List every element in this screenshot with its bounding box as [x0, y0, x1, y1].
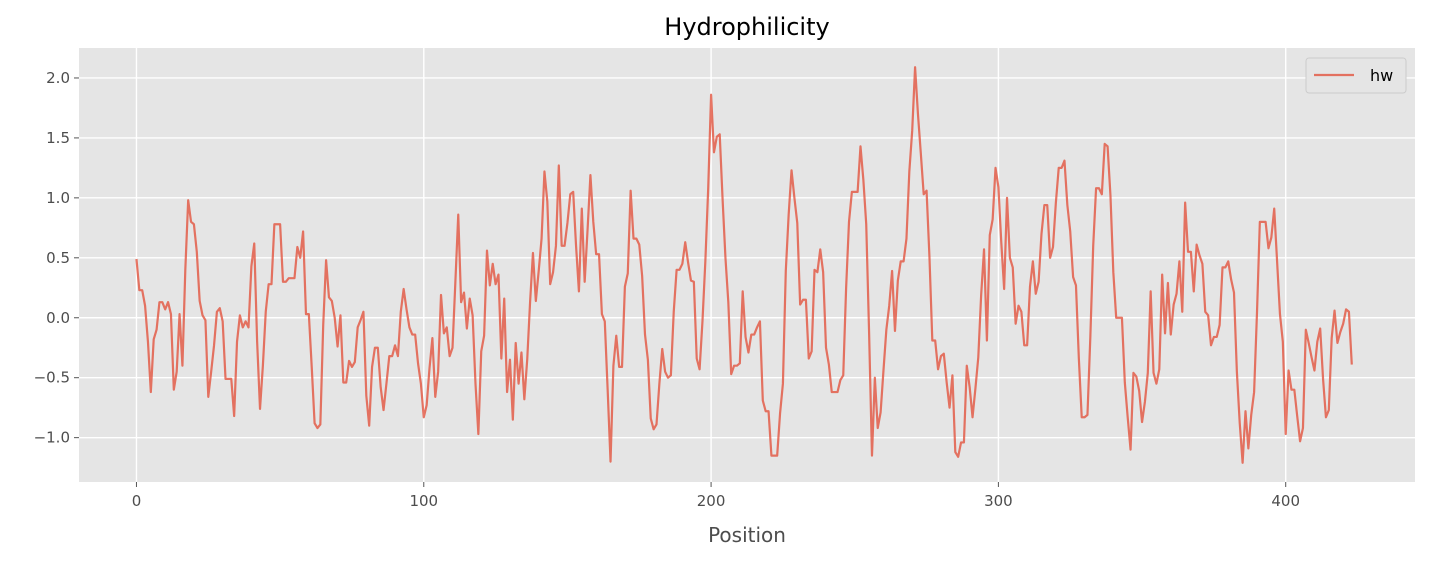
chart-title: Hydrophilicity	[664, 13, 829, 41]
y-axis-ticks: −1.0 −0.5 0.0 0.5 1.0 1.5 2.0	[34, 69, 79, 447]
x-tick-label: 200	[697, 492, 726, 510]
y-tick-label: 2.0	[46, 69, 70, 87]
y-tick-label: 1.5	[46, 129, 70, 147]
x-axis-ticks: 0 100 200 300 400	[132, 482, 1300, 510]
x-axis-label: Position	[708, 523, 786, 547]
series-line-hw	[135, 66, 1353, 464]
x-tick-label: 0	[132, 492, 142, 510]
legend: hw	[1305, 57, 1407, 94]
y-tick-label: 1.0	[46, 189, 70, 207]
plot-background	[79, 48, 1415, 482]
x-tick-label: 100	[409, 492, 438, 510]
y-tick-label: −1.0	[34, 429, 70, 447]
y-tick-label: −0.5	[34, 369, 70, 387]
x-tick-label: 400	[1271, 492, 1300, 510]
y-tick-label: 0.5	[46, 249, 70, 267]
legend-label-hw: hw	[1370, 66, 1393, 85]
grid-lines	[79, 48, 1415, 482]
y-tick-label: 0.0	[46, 309, 70, 327]
x-tick-label: 300	[984, 492, 1013, 510]
legend-frame	[1305, 57, 1407, 94]
